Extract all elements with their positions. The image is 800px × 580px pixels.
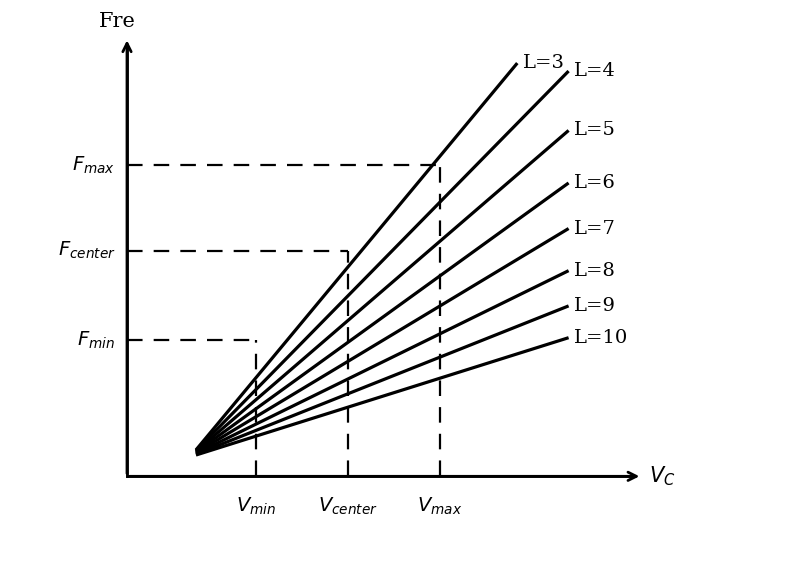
Text: $F_{center}$: $F_{center}$ [58, 240, 115, 261]
Text: L=7: L=7 [574, 219, 616, 238]
Text: $F_{max}$: $F_{max}$ [73, 155, 115, 176]
Text: $V_C$: $V_C$ [649, 465, 675, 488]
Text: Fre: Fre [99, 12, 136, 31]
Text: $F_{min}$: $F_{min}$ [78, 329, 115, 351]
Text: $V_{max}$: $V_{max}$ [418, 495, 462, 517]
Text: L=8: L=8 [574, 262, 616, 280]
Text: L=3: L=3 [523, 54, 565, 72]
Text: L=4: L=4 [574, 62, 616, 80]
Text: $V_{min}$: $V_{min}$ [236, 495, 276, 517]
Text: L=9: L=9 [574, 297, 616, 315]
Text: L=6: L=6 [574, 174, 616, 192]
Text: L=10: L=10 [574, 329, 628, 347]
Text: $V_{center}$: $V_{center}$ [318, 495, 378, 517]
Text: L=5: L=5 [574, 121, 616, 139]
